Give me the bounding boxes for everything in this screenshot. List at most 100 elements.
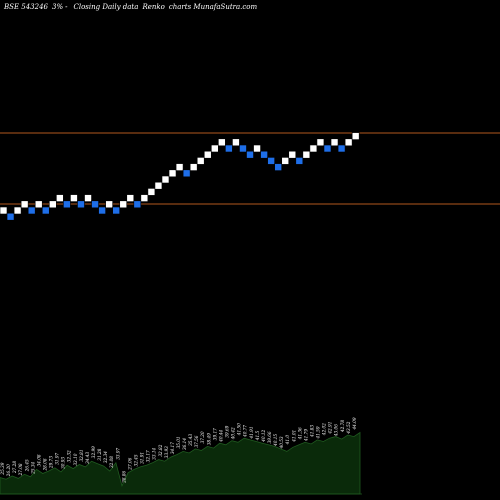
renko-brick-down bbox=[91, 200, 99, 209]
renko-brick-up bbox=[13, 206, 22, 215]
volume-label: 32.34 bbox=[103, 451, 108, 463]
volume-area bbox=[0, 431, 361, 495]
renko-brick-up bbox=[70, 194, 78, 202]
volume-label: 34.08 bbox=[36, 454, 41, 466]
volume-label: 38.49 bbox=[206, 433, 211, 445]
renko-brick-up bbox=[0, 206, 8, 215]
renko-brick-down bbox=[246, 150, 254, 159]
renko-brick-up bbox=[20, 200, 29, 209]
renko-bricks bbox=[0, 132, 360, 221]
renko-brick-up bbox=[119, 200, 128, 209]
volume-label: 36.14 bbox=[182, 438, 187, 450]
volume-label: 43.52 bbox=[346, 421, 351, 434]
volume-label: 28.08 bbox=[43, 458, 48, 471]
renko-brick-up bbox=[351, 132, 360, 140]
volume-label: 41.91 bbox=[249, 427, 254, 440]
volume-label: 26.20 bbox=[6, 464, 11, 477]
volume-label: 37.20 bbox=[200, 431, 205, 443]
volume-label: 31.91 bbox=[140, 452, 145, 464]
renko-brick-down bbox=[295, 157, 304, 165]
header-site: charts MunafaSutra.com bbox=[169, 3, 258, 11]
renko-brick-up bbox=[232, 138, 240, 147]
header-arrow: - bbox=[65, 3, 68, 11]
renko-brick-down bbox=[41, 206, 50, 215]
volume-label: 42.91 bbox=[328, 422, 333, 435]
header-symbol: BSE 543246 bbox=[3, 3, 49, 11]
renko-brick-up bbox=[140, 194, 149, 202]
renko-brick-up bbox=[168, 169, 177, 178]
renko-brick-down bbox=[323, 144, 332, 153]
volume-label: 27.08 bbox=[18, 463, 23, 476]
renko-brick-up bbox=[253, 144, 261, 153]
renko-brick-up bbox=[302, 150, 311, 159]
renko-brick-up bbox=[49, 200, 57, 209]
renko-brick-down bbox=[27, 206, 36, 215]
volume-label: 32.08 bbox=[109, 456, 114, 468]
renko-brick-up bbox=[147, 188, 156, 196]
volume-label: 34.43 bbox=[85, 452, 90, 464]
volume-label: 43.06 bbox=[334, 424, 339, 437]
volume-label: 40.44 bbox=[218, 429, 223, 442]
volume-label: 41.5 bbox=[255, 431, 260, 442]
renko-brick-down bbox=[267, 157, 275, 165]
volume-label: 42.78 bbox=[340, 420, 345, 433]
renko-brick-up bbox=[34, 200, 43, 209]
volume-label: 25.34 bbox=[30, 461, 35, 474]
volume-label: 41.0 bbox=[285, 435, 290, 446]
volume-label: 41.36 bbox=[297, 427, 302, 440]
renko-brick-up bbox=[105, 200, 113, 209]
volume-label: 32.32 bbox=[67, 450, 72, 462]
header-chart-word: Renko bbox=[141, 3, 164, 11]
renko-brick-down bbox=[225, 144, 233, 153]
volume-label: 41.59 bbox=[316, 426, 321, 439]
volume-label: 31.97 bbox=[55, 452, 60, 464]
volume-label: 33.93 bbox=[164, 446, 169, 458]
renko-brick-up bbox=[316, 138, 325, 147]
renko-brick-up bbox=[203, 150, 212, 159]
volume-label: 40.77 bbox=[243, 425, 248, 438]
renko-brick-up bbox=[309, 144, 318, 153]
volume-label: 26.45 bbox=[24, 459, 29, 472]
volume-label: 41.83 bbox=[310, 425, 315, 438]
renko-brick-down bbox=[239, 144, 247, 153]
volume-label: 33.97 bbox=[115, 447, 120, 459]
volume-label: 40.12 bbox=[261, 429, 266, 442]
renko-brick-down bbox=[77, 200, 85, 209]
renko-brick-up bbox=[175, 163, 184, 171]
volume-label: 31.28 bbox=[97, 448, 102, 460]
volume-label: 27.06 bbox=[127, 457, 132, 470]
renko-brick-down bbox=[182, 169, 191, 178]
volume-label: 39.69 bbox=[225, 425, 230, 437]
renko-brick-down bbox=[337, 144, 346, 153]
volume-label: 39.66 bbox=[267, 431, 272, 443]
renko-brick-up bbox=[154, 181, 163, 190]
volume-label: 42.02 bbox=[322, 423, 327, 436]
volume-label: 34.17 bbox=[170, 442, 175, 454]
volume-label: 40.15 bbox=[273, 434, 278, 447]
volume-label: 32.17 bbox=[146, 450, 151, 462]
volume-label: 35.01 bbox=[176, 436, 181, 448]
renko-brick-up bbox=[330, 138, 339, 147]
volume-label: 29.73 bbox=[49, 456, 54, 469]
volume-label: 35.43 bbox=[188, 434, 193, 446]
volume-label: 32.99 bbox=[91, 446, 96, 458]
volume-label: 28.86 bbox=[121, 470, 126, 483]
renko-brick-down bbox=[274, 163, 282, 171]
volume-label: 33.10 bbox=[73, 453, 78, 465]
volume-label: 40.53 bbox=[279, 436, 284, 449]
renko-brick-up bbox=[344, 138, 353, 147]
volume-label: 32.81 bbox=[79, 450, 84, 462]
renko-brick-up bbox=[126, 194, 135, 202]
volume-panel bbox=[0, 431, 362, 495]
volume-label: 41.79 bbox=[303, 429, 308, 442]
volume-label: 32.45 bbox=[134, 454, 139, 466]
renko-brick-up bbox=[281, 157, 290, 165]
renko-brick-down bbox=[98, 206, 106, 215]
renko-brick-down bbox=[6, 212, 15, 221]
volume-label: 44.09 bbox=[352, 417, 357, 430]
renko-brick-down bbox=[260, 150, 268, 159]
renko-brick-up bbox=[196, 157, 205, 165]
